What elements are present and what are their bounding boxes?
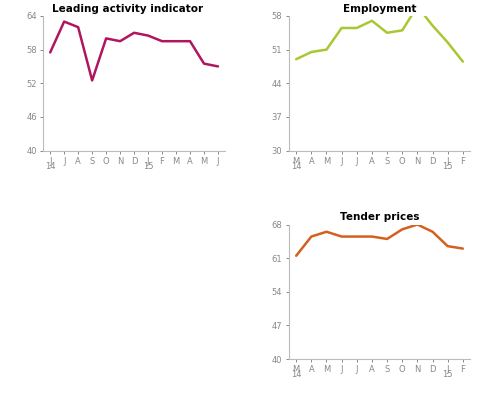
Title: Employment: Employment (343, 4, 416, 14)
Text: 15: 15 (443, 162, 453, 171)
Title: Tender prices: Tender prices (340, 212, 419, 222)
Text: Leading activity indicator: Leading activity indicator (52, 4, 204, 14)
Text: 14: 14 (45, 162, 56, 171)
Text: 15: 15 (143, 162, 153, 171)
Text: 14: 14 (291, 162, 301, 171)
Text: 15: 15 (443, 370, 453, 379)
Text: 14: 14 (291, 370, 301, 379)
